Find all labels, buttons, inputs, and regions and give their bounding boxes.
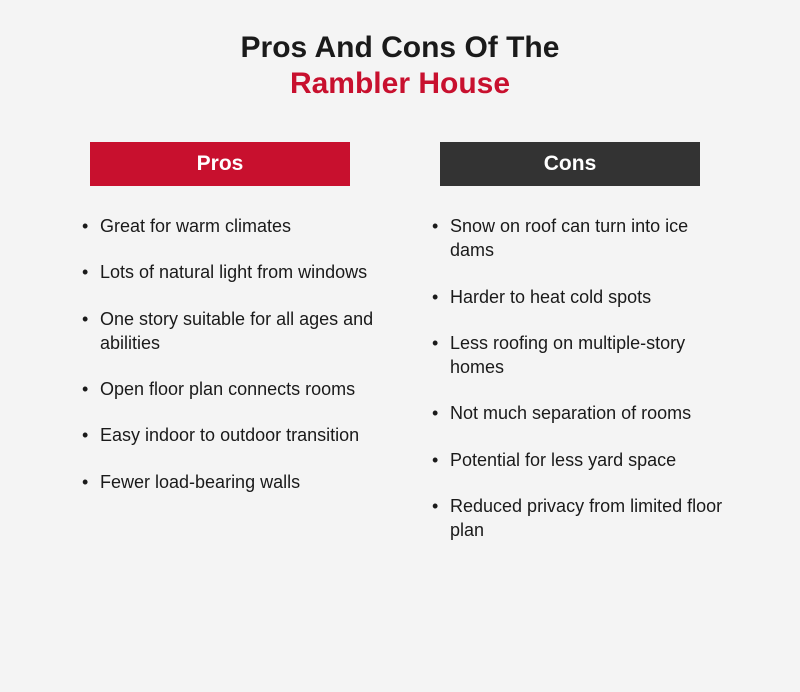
cons-header: Cons bbox=[440, 142, 700, 186]
list-item: Open floor plan connects rooms bbox=[78, 377, 380, 401]
title-line-1: Pros And Cons Of The bbox=[60, 30, 740, 66]
list-item: Fewer load-bearing walls bbox=[78, 470, 380, 494]
list-item: Lots of natural light from windows bbox=[78, 260, 380, 284]
page-title: Pros And Cons Of The Rambler House bbox=[60, 30, 740, 102]
cons-column: Cons Snow on roof can turn into ice dams… bbox=[420, 142, 730, 565]
list-item: Reduced privacy from limited floor plan bbox=[428, 494, 730, 543]
title-line-2: Rambler House bbox=[60, 66, 740, 102]
list-item: Less roofing on multiple-story homes bbox=[428, 331, 730, 380]
pros-column: Pros Great for warm climates Lots of nat… bbox=[70, 142, 380, 565]
pros-header: Pros bbox=[90, 142, 350, 186]
pros-list: Great for warm climates Lots of natural … bbox=[70, 214, 380, 494]
list-item: One story suitable for all ages and abil… bbox=[78, 307, 380, 356]
list-item: Not much separation of rooms bbox=[428, 401, 730, 425]
list-item: Snow on roof can turn into ice dams bbox=[428, 214, 730, 263]
columns-container: Pros Great for warm climates Lots of nat… bbox=[60, 142, 740, 565]
list-item: Potential for less yard space bbox=[428, 448, 730, 472]
list-item: Great for warm climates bbox=[78, 214, 380, 238]
list-item: Harder to heat cold spots bbox=[428, 285, 730, 309]
cons-list: Snow on roof can turn into ice dams Hard… bbox=[420, 214, 730, 543]
list-item: Easy indoor to outdoor transition bbox=[78, 423, 380, 447]
